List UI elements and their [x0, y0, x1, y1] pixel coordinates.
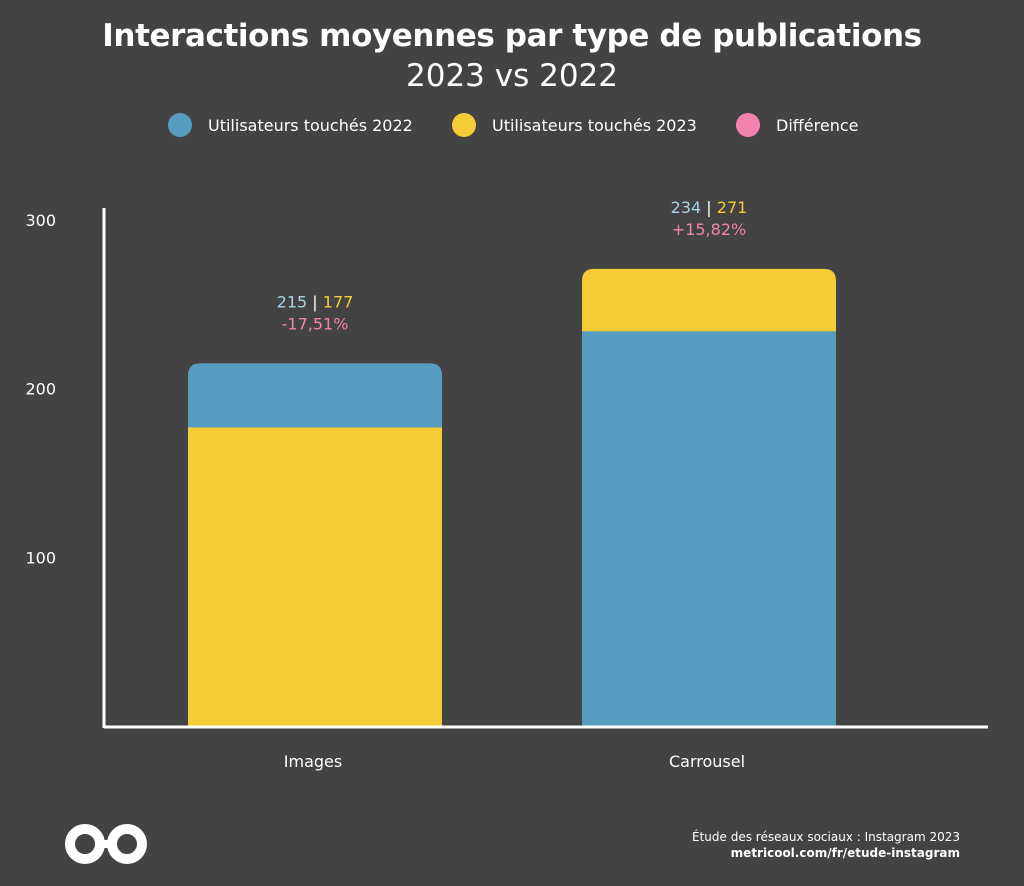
legend-item-2023: Utilisateurs touchés 2023	[452, 113, 697, 137]
chart-title: Interactions moyennes par type de public…	[102, 18, 922, 54]
legend: Utilisateurs touchés 2022 Utilisateurs t…	[0, 113, 1024, 143]
bar-2022-carrousel	[582, 331, 836, 726]
legend-swatch-2022	[168, 113, 192, 137]
x-tick-label-carrousel: Carrousel	[669, 752, 745, 771]
footer-source: Étude des réseaux sociaux : Instagram 20…	[692, 830, 960, 844]
data-label-difference-images: -17,51%	[282, 314, 349, 333]
infinity-logo-icon	[65, 824, 147, 864]
data-label-difference-carrousel: +15,82%	[672, 220, 746, 239]
data-label-values-images: 215 | 177	[277, 292, 354, 311]
legend-label-2022: Utilisateurs touchés 2022	[208, 115, 413, 135]
legend-label-2023: Utilisateurs touchés 2023	[492, 115, 697, 135]
x-tick-label-images: Images	[284, 752, 342, 771]
data-label-values-carrousel: 234 | 271	[671, 198, 748, 217]
legend-item-2022: Utilisateurs touchés 2022	[168, 113, 413, 137]
footer-url: metricool.com/fr/etude-instagram	[730, 846, 960, 860]
legend-swatch-difference	[736, 113, 760, 137]
y-tick-label-100: 100	[25, 548, 56, 567]
legend-swatch-2023	[452, 113, 476, 137]
legend-item-difference: Différence	[736, 113, 858, 137]
legend-label-difference: Différence	[776, 115, 859, 135]
y-tick-label-200: 200	[25, 380, 56, 399]
y-tick-label-300: 300	[25, 211, 56, 230]
chart-subtitle: 2023 vs 2022	[406, 58, 618, 94]
bar-2023-images	[188, 427, 442, 726]
